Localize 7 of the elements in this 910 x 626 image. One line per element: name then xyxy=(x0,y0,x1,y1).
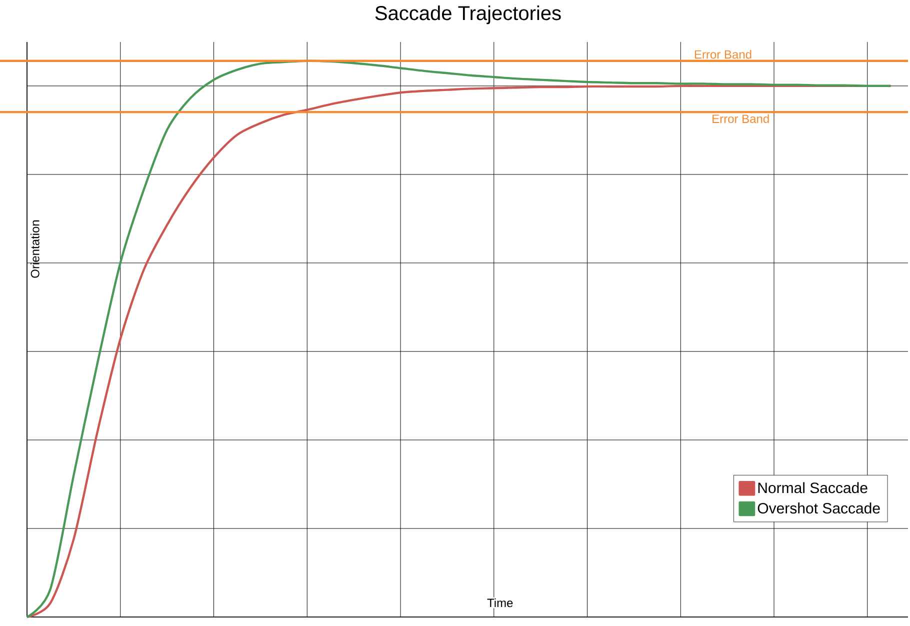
legend-label: Normal Saccade xyxy=(758,482,868,494)
legend-label: Overshot Saccade xyxy=(758,502,880,514)
ref-line-label: Error Band xyxy=(712,114,769,124)
chart-title: Saccade Trajectories xyxy=(375,6,561,24)
y-axis-title: Orientation xyxy=(30,220,40,278)
ref-line-label: Error Band xyxy=(694,50,752,59)
x-axis-title: Time xyxy=(487,598,513,608)
